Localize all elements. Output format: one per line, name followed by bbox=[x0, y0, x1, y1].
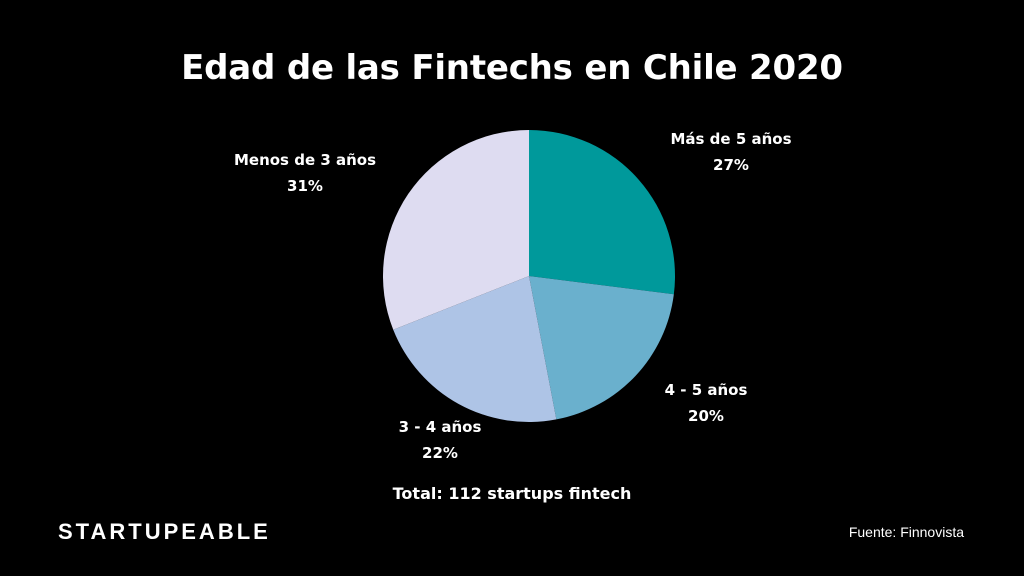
slice-name: Menos de 3 años bbox=[233, 151, 377, 169]
slice-label-3-4: 3 - 4 años 22% bbox=[370, 414, 510, 466]
pie-slice-0 bbox=[529, 130, 676, 295]
slice-name: Más de 5 años bbox=[670, 130, 792, 148]
slice-label-mas-de-5: Más de 5 años 27% bbox=[646, 126, 816, 178]
slice-name: 4 - 5 años bbox=[664, 381, 748, 399]
total-annotation: Total: 112 startups fintech bbox=[392, 484, 632, 503]
pie-slice-3 bbox=[382, 130, 529, 330]
brand-logo: STARTUPEABLE bbox=[58, 519, 271, 544]
pie-slice-1 bbox=[529, 276, 674, 420]
slice-percent: 31% bbox=[287, 177, 323, 195]
pie-slice-2 bbox=[393, 276, 557, 422]
chart-title: Edad de las Fintechs en Chile 2020 bbox=[181, 48, 843, 88]
slice-percent: 22% bbox=[422, 444, 458, 462]
slice-name: 3 - 4 años bbox=[398, 418, 482, 436]
slice-percent: 27% bbox=[713, 156, 749, 174]
slice-percent: 20% bbox=[688, 407, 724, 425]
slice-label-4-5: 4 - 5 años 20% bbox=[636, 377, 776, 429]
source-note: Fuente: Finnovista bbox=[848, 524, 964, 540]
slice-label-menos-de-3: Menos de 3 años 31% bbox=[210, 147, 400, 199]
